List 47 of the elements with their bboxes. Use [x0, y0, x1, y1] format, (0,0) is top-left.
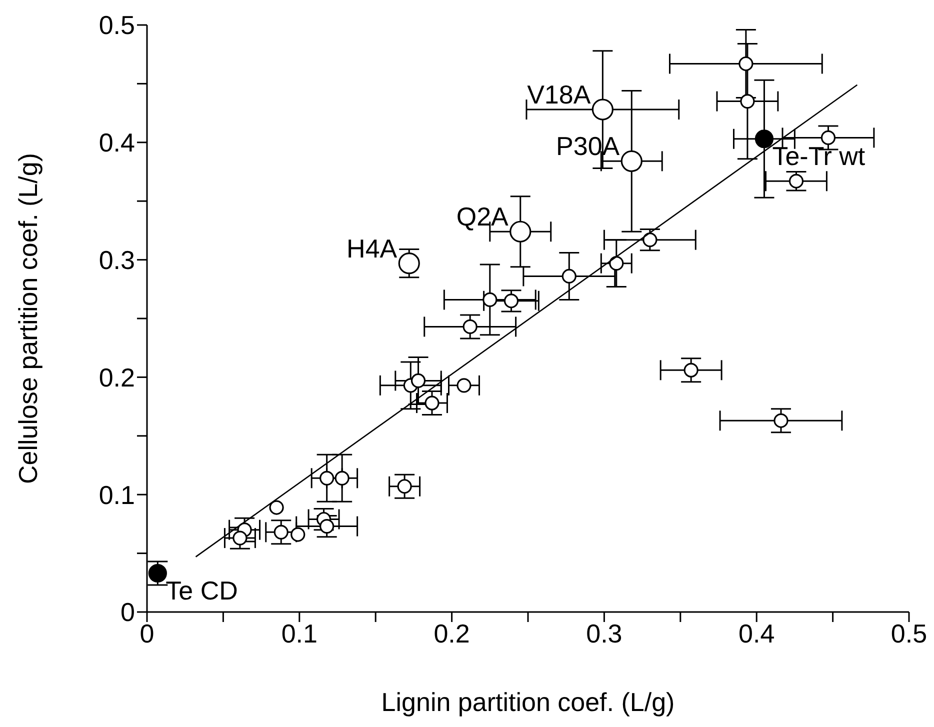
- point: [788, 174, 804, 188]
- annotation: Te-Tr wt: [772, 140, 866, 171]
- point: [274, 524, 288, 540]
- point: [740, 94, 755, 109]
- annotation: Q2A: [456, 202, 510, 232]
- annotation: H4A: [346, 233, 398, 264]
- y-tick-label: 0.4: [98, 128, 135, 158]
- point: [397, 479, 412, 494]
- point: [269, 500, 284, 515]
- point: [510, 220, 532, 242]
- y-tick-label: 0: [120, 597, 135, 628]
- x-tick-label: 0.2: [434, 618, 470, 648]
- x-tick-label: 0.4: [738, 618, 775, 648]
- x-tick-label: 0.1: [281, 618, 318, 648]
- x-tick-label: 0.5: [890, 618, 928, 648]
- y-tick-label: 0.2: [98, 362, 135, 392]
- point: [424, 396, 440, 410]
- x-axis-title: Lignin partition coef. (L/g): [381, 687, 675, 717]
- point: [456, 378, 472, 393]
- x-tick-label: 0.3: [586, 618, 622, 648]
- point: [410, 373, 426, 388]
- annotation: Te CD: [166, 575, 238, 606]
- point: [290, 527, 306, 542]
- point: [754, 130, 774, 148]
- point: [684, 362, 698, 378]
- point: [232, 530, 248, 546]
- point: [820, 130, 836, 146]
- point: [334, 470, 350, 486]
- point: [642, 232, 658, 248]
- point: [562, 268, 576, 284]
- point: [320, 519, 334, 534]
- y-tick-label: 0.3: [98, 245, 135, 276]
- x-tick-label: 0: [140, 618, 154, 648]
- point: [738, 56, 754, 72]
- annotation: V18A: [527, 80, 592, 110]
- point: [504, 294, 519, 308]
- point: [609, 256, 624, 271]
- y-axis-title: Cellulose partition coef. (L/g): [13, 153, 44, 484]
- y-tick-label: 0.5: [98, 10, 135, 40]
- point: [620, 150, 642, 172]
- point: [398, 252, 420, 274]
- point: [592, 98, 614, 120]
- point: [482, 292, 498, 308]
- point: [774, 413, 788, 428]
- point: [320, 470, 334, 486]
- point: [462, 319, 478, 334]
- y-tick-label: 0.1: [98, 480, 135, 510]
